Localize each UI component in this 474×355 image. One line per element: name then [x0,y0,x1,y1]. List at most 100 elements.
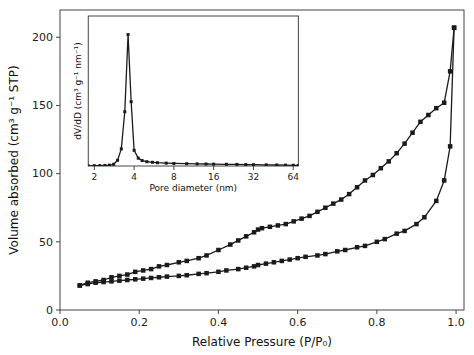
series-marker [256,227,261,232]
series-marker [196,272,201,277]
y-tick-label: 200 [32,31,53,44]
series-marker [108,164,111,166]
series-marker [117,274,122,279]
series-marker [363,244,368,249]
x-tick-label: 64 [287,172,299,182]
series-marker [244,163,247,166]
series-marker [375,240,380,245]
series-marker [394,231,399,236]
series-marker [442,178,447,183]
series-marker [355,245,360,250]
series-marker [379,166,384,171]
x-tick [253,166,254,170]
series-marker [93,164,96,166]
series-marker [236,238,241,243]
series-marker [252,264,257,269]
series-marker [145,160,148,163]
series-marker [268,225,273,230]
series-marker [291,219,296,224]
series-marker [442,100,447,105]
y-axis-label: Volume absorbed (cm³ g⁻¹ STP) [7,65,21,254]
series-marker [335,249,340,254]
series-marker [252,163,255,166]
series-marker [149,267,154,272]
series-marker [78,283,83,288]
series-marker [196,162,199,165]
chart: 0.00.20.40.60.81.0050100150200Relative P… [0,0,474,355]
series-marker [141,276,146,281]
series-marker [394,151,399,156]
series-marker [386,159,391,164]
series-marker [149,276,154,281]
series-marker [339,197,344,202]
series-marker [177,274,182,279]
series-marker [125,272,130,277]
x-tick [173,166,174,170]
series-marker [98,164,101,166]
series-marker [216,270,221,275]
series-marker [418,120,423,125]
series-marker [371,173,376,178]
x-tick-label: 16 [208,172,220,182]
x-tick [134,166,135,170]
x-tick [60,310,61,314]
data-area [88,33,298,166]
y-tick-label: 150 [32,99,53,112]
series-marker [204,163,207,166]
series-marker [452,25,457,30]
series-marker [260,226,265,231]
x-tick-label: 4 [131,172,137,182]
series-marker [109,275,114,280]
series-marker [402,141,407,146]
y-tick [56,173,60,174]
y-tick [56,105,60,106]
y-tick [56,310,60,311]
x-tick [213,166,214,170]
series-marker [85,280,90,285]
x-axis-label: Pore diameter (nm) [149,183,237,193]
series-marker [172,162,175,165]
series-marker [151,161,154,164]
series-marker [292,164,295,166]
series-marker [141,268,146,273]
series-marker [410,130,415,135]
series-marker [156,161,159,164]
series-marker [165,263,170,268]
series-marker [383,237,388,242]
series-marker [177,260,182,265]
x-tick-label: 0.4 [210,316,228,329]
series-marker [212,163,215,166]
series-marker [355,185,360,190]
series-marker [287,257,292,262]
series-marker [434,199,439,204]
y-tick-label: 100 [32,167,53,180]
series-marker [125,278,130,283]
series-marker [88,164,89,166]
series-marker [256,263,261,268]
y-tick-label: 50 [39,236,53,249]
series-marker [120,147,123,150]
series-marker [307,214,312,219]
series-marker [280,259,285,264]
series-marker [244,234,249,239]
series-marker [228,242,233,247]
plot-frame [60,10,464,310]
y-axis-label: dV/dD (cm³ g⁻¹ nm⁻¹) [73,42,83,139]
plot-frame [88,16,298,166]
series-marker [347,192,352,197]
x-tick [139,310,140,314]
series-marker [165,274,170,279]
series-marker [133,270,138,275]
series-line [88,35,298,166]
series-marker [157,264,162,269]
chart-panel-1: 248163264Pore diameter (nm)dV/dD (cm³ g⁻… [73,16,300,193]
series-marker [137,157,140,160]
series-marker [434,106,439,111]
series-marker [272,260,277,265]
series-marker [216,248,221,253]
series-marker [323,252,328,257]
x-tick [376,310,377,314]
series-marker [224,268,229,273]
x-tick-label: 0.2 [130,316,148,329]
series-marker [204,253,209,257]
